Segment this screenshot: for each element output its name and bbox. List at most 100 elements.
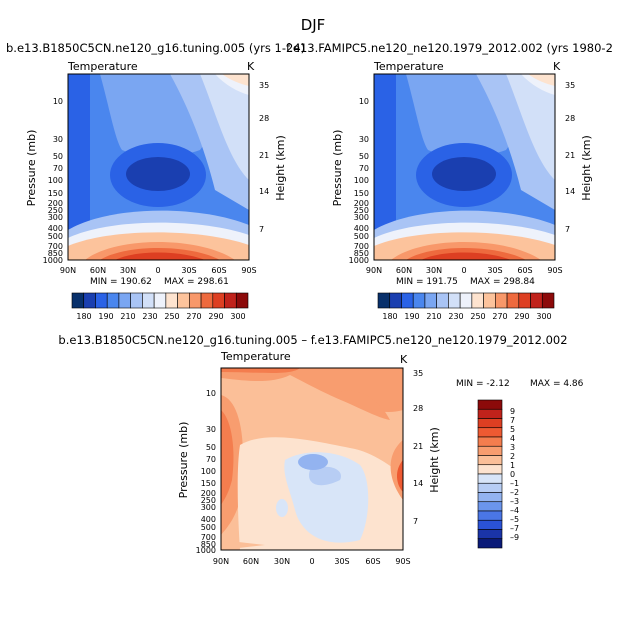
colorbar-swatch xyxy=(477,455,503,466)
panel-c-ytick: 400 xyxy=(201,515,216,524)
colorbar-swatch xyxy=(541,292,555,309)
panel-c-ytick: 250 xyxy=(201,496,216,505)
panel-c-xtick: 30N xyxy=(274,557,290,566)
panel-c-left-axis: 10 30 50 70 100 150 200 250 300 400 500 … xyxy=(177,389,216,555)
colorbar-swatch xyxy=(483,292,496,309)
panel-b-xtick: 60N xyxy=(396,266,412,275)
cbar-b-label: 210 xyxy=(426,312,441,321)
panel-a-ytick: 50 xyxy=(53,152,63,161)
cbar-b-label: 290 xyxy=(514,312,529,321)
cbar-c-label: 2 xyxy=(510,452,515,461)
panel-c-band-10 xyxy=(396,460,403,492)
panel-a-ytick: 100 xyxy=(48,176,63,185)
cbar-c-label: –7 xyxy=(510,524,519,533)
cbar-b-label: 300 xyxy=(536,312,551,321)
panel-a-colorbar-labels: 180 190 210 230 250 270 290 300 xyxy=(76,312,245,321)
panel-a-stratosphere-edge xyxy=(68,74,90,260)
panel-a-ytick: 1000 xyxy=(43,256,63,265)
panel-a-ytick: 200 xyxy=(48,199,63,208)
panel-a-xtick: 60S xyxy=(211,266,226,275)
panel-a-xtick: 90N xyxy=(60,266,76,275)
panel-a-colorbar xyxy=(71,292,249,309)
panel-c-xtick: 60N xyxy=(243,557,259,566)
panel-a-xtick: 0 xyxy=(155,266,160,275)
cbar-a-label: 300 xyxy=(230,312,245,321)
panel-a-cold-core-inner xyxy=(126,157,190,191)
cbar-a-label: 250 xyxy=(164,312,179,321)
cbar-c-label: –5 xyxy=(510,515,519,524)
panel-c-ytick: 850 xyxy=(201,540,216,549)
colorbar-swatch xyxy=(477,501,503,512)
panel-b-ytick: 150 xyxy=(354,189,369,198)
panel-b-max-label: MAX = 298.84 xyxy=(470,277,535,287)
panel-a-subtitle: Temperature xyxy=(67,60,138,73)
panel-b-xtick: 0 xyxy=(461,266,466,275)
panel-c-colorbar xyxy=(477,399,503,549)
panel-b-left-axis: 10 30 50 70 100 150 200 250 300 400 500 … xyxy=(331,97,369,265)
colorbar-swatch xyxy=(477,482,503,493)
panel-a-y2label: Height (km) xyxy=(274,135,287,201)
panel-c-ytick: 70 xyxy=(206,455,216,464)
panel-c-ytick: 30 xyxy=(206,425,216,434)
colorbar-swatch xyxy=(177,292,190,309)
panel-a-field xyxy=(68,74,249,260)
colorbar-swatch xyxy=(477,519,503,530)
panel-a-xtick: 30N xyxy=(120,266,136,275)
panel-c-colorbar-labels: 9 7 5 4 3 2 1 0 –1 –2 –3 –4 –5 –7 –9 xyxy=(510,407,519,542)
cbar-c-label: 0 xyxy=(510,470,515,479)
cbar-c-label: 3 xyxy=(510,443,515,452)
cbar-a-label: 270 xyxy=(186,312,201,321)
panel-c-ytick: 700 xyxy=(201,533,216,542)
colorbar-swatch xyxy=(377,292,391,309)
panel-b-y2tick: 14 xyxy=(565,187,575,196)
panel-b-xtick: 30N xyxy=(426,266,442,275)
panel-b-xtick: 90S xyxy=(547,266,562,275)
panel-b-cold-core-inner xyxy=(432,157,496,191)
colorbar-swatch xyxy=(477,473,503,484)
panel-c-field xyxy=(221,368,403,550)
panel-b-ytick: 200 xyxy=(354,199,369,208)
panel-b-ylabel: Pressure (mb) xyxy=(331,130,344,207)
panel-c-cold-spot xyxy=(298,454,328,470)
panel-b-units: K xyxy=(553,60,561,73)
panel-a-ytick: 30 xyxy=(53,135,63,144)
panel-c-y2tick: 7 xyxy=(413,517,418,526)
panel-c-y2tick: 14 xyxy=(413,479,423,488)
panel-model-a: b.e13.B1850C5CN.ne120_g16.tuning.005 (yr… xyxy=(6,41,305,321)
colorbar-swatch xyxy=(477,529,503,540)
colorbar-swatch xyxy=(477,427,503,438)
colorbar-swatch xyxy=(130,292,143,309)
colorbar-swatch xyxy=(412,292,426,309)
panel-b-colorbar-labels: 180 190 210 230 250 270 290 300 xyxy=(382,312,551,321)
panel-c-right-axis: 35 28 21 14 7 Height (km) xyxy=(413,369,441,526)
panel-a-band-6 xyxy=(222,74,249,86)
colorbar-swatch xyxy=(477,418,503,429)
panel-b-frame xyxy=(373,73,556,261)
panel-c-ytick: 300 xyxy=(201,503,216,512)
panel-b-band-6 xyxy=(528,74,555,86)
panel-c-ytick: 500 xyxy=(201,523,216,532)
panel-b-y2tick: 7 xyxy=(565,225,570,234)
panel-c-band-3 xyxy=(221,368,300,373)
panel-b-ytick: 70 xyxy=(359,164,369,173)
panel-c-ytick: 50 xyxy=(206,443,216,452)
panel-a-y2tick: 35 xyxy=(259,81,269,90)
panel-a-ytick: 250 xyxy=(48,206,63,215)
panel-a-units: K xyxy=(247,60,255,73)
panel-b-xtick: 90N xyxy=(366,266,382,275)
panel-b-min-label: MIN = 191.75 xyxy=(396,277,458,287)
cbar-c-label: 7 xyxy=(510,416,515,425)
colorbar-swatch xyxy=(530,292,543,309)
cbar-c-label: –9 xyxy=(510,533,519,542)
panel-a-xtick: 60N xyxy=(90,266,106,275)
panel-a-left-axis: 10 30 50 70 100 150 200 250 300 400 500 … xyxy=(25,97,63,265)
colorbar-swatch xyxy=(477,445,503,456)
panel-a-frame xyxy=(67,73,250,261)
colorbar-swatch xyxy=(518,292,531,309)
colorbar-swatch xyxy=(389,292,402,309)
panel-c-band-5 xyxy=(221,410,234,505)
cbar-c-label: –3 xyxy=(510,497,519,506)
panel-a-ytick: 850 xyxy=(48,249,63,258)
colorbar-swatch xyxy=(495,292,508,309)
panel-c-cold-spot-small xyxy=(276,499,288,517)
